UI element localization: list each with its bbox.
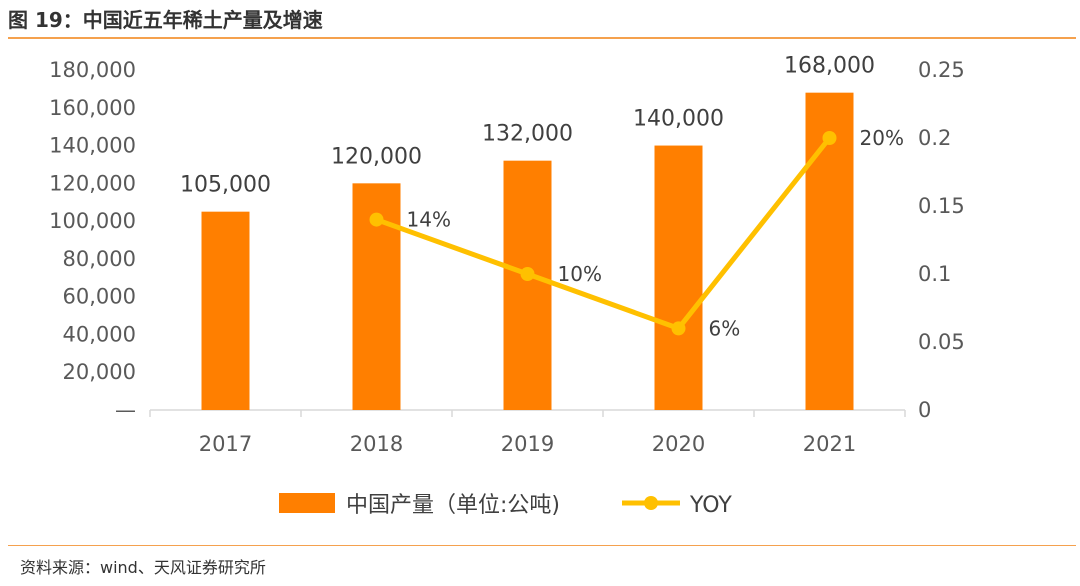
yoy-point [369, 212, 384, 227]
y-right-tick-label: 0.1 [918, 262, 951, 286]
y-right-tick-label: 0.25 [918, 58, 965, 82]
y-left-tick-label: 80,000 [63, 247, 136, 271]
bar-data-label: 120,000 [331, 144, 422, 169]
y-right-tick-label: 0.2 [918, 126, 951, 150]
bar [654, 145, 703, 411]
y-right-tick-label: 0.05 [918, 330, 965, 354]
bottom-divider [8, 545, 1076, 546]
legend-line-marker [644, 496, 658, 510]
chart-axes: —20,00040,00060,00080,000100,000120,0001… [49, 58, 965, 456]
bar [503, 160, 552, 410]
yoy-point [822, 131, 837, 145]
bar-series: 105,000 120,000 132,000 140,000 168,000 [180, 54, 875, 411]
yoy-data-label: 20% [860, 126, 904, 150]
yoy-series: 14% 10% 6% 20% [369, 126, 904, 340]
yoy-data-label: 10% [558, 262, 602, 286]
x-tick-label: 2020 [652, 432, 705, 456]
yoy-data-label: 6% [709, 316, 741, 340]
x-tick-label: 2017 [199, 432, 252, 456]
chart: —20,00040,00060,00080,000100,000120,0001… [49, 54, 965, 518]
yoy-data-label: 14% [407, 208, 451, 232]
bar-data-label: 140,000 [633, 107, 724, 132]
yoy-point [671, 321, 686, 336]
legend-line-label: YOY [689, 493, 732, 518]
y-left-tick-label: 60,000 [63, 285, 136, 309]
legend-bar-label: 中国产量（单位:公吨) [346, 493, 560, 518]
figure-title: 图 19：中国近五年稀土产量及增速 [8, 8, 323, 32]
y-left-tick-label: — [115, 398, 136, 422]
x-tick-label: 2021 [803, 432, 856, 456]
bar-data-label: 105,000 [180, 173, 271, 198]
y-right-tick-label: 0.15 [918, 194, 965, 218]
top-divider [8, 37, 1076, 39]
y-left-tick-label: 20,000 [63, 360, 136, 384]
y-left-tick-label: 120,000 [49, 171, 136, 195]
y-left-tick-label: 40,000 [63, 322, 136, 346]
source-note: 资料来源：wind、天风证券研究所 [20, 558, 266, 577]
yoy-point [520, 267, 535, 281]
x-tick-label: 2018 [350, 432, 403, 456]
y-left-tick-label: 180,000 [49, 58, 136, 82]
yoy-line [375, 136, 832, 331]
legend-bar-swatch [279, 493, 335, 513]
y-left-tick-label: 140,000 [49, 134, 136, 158]
bar [805, 92, 854, 411]
y-right-tick-label: 0 [918, 398, 931, 422]
y-left-tick-label: 160,000 [49, 96, 136, 120]
chart-legend: 中国产量（单位:公吨) YOY [279, 493, 732, 518]
bar [201, 211, 250, 410]
x-tick-label: 2019 [501, 432, 554, 456]
bar-data-label: 168,000 [784, 54, 875, 79]
bar-data-label: 132,000 [482, 122, 573, 147]
y-left-tick-label: 100,000 [49, 209, 136, 233]
